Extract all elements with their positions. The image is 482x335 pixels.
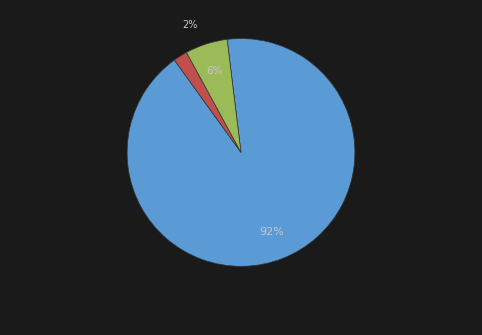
Text: 92%: 92% bbox=[260, 227, 284, 237]
Text: 6%: 6% bbox=[207, 66, 223, 76]
Wedge shape bbox=[187, 40, 241, 152]
Text: 2%: 2% bbox=[182, 20, 198, 30]
Wedge shape bbox=[174, 52, 241, 152]
Wedge shape bbox=[127, 39, 355, 266]
